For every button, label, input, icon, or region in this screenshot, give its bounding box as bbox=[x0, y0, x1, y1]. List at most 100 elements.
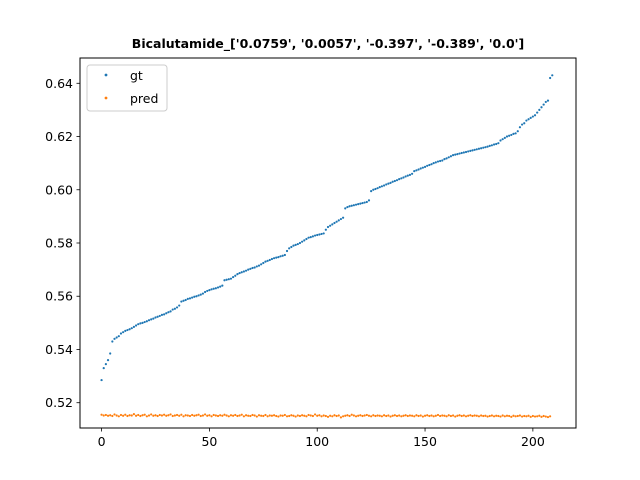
point-gt bbox=[551, 74, 554, 77]
point-gt bbox=[109, 352, 112, 355]
y-tick-label: 0.54 bbox=[45, 342, 73, 357]
point-gt bbox=[536, 111, 539, 114]
x-tick-label: 150 bbox=[413, 434, 437, 449]
point-gt bbox=[324, 228, 327, 231]
point-gt bbox=[275, 256, 278, 259]
point-gt bbox=[370, 189, 373, 193]
point-gt bbox=[419, 167, 422, 170]
point-gt bbox=[188, 297, 192, 300]
point-gt bbox=[201, 292, 205, 295]
point-gt bbox=[113, 337, 116, 340]
point-gt bbox=[221, 284, 224, 287]
point-pred bbox=[451, 414, 455, 417]
point-gt bbox=[387, 182, 390, 185]
point-gt bbox=[473, 148, 476, 151]
point-gt bbox=[249, 267, 252, 270]
point-pred bbox=[335, 414, 338, 418]
legend-label-pred: pred bbox=[130, 91, 158, 106]
point-gt bbox=[145, 320, 148, 323]
point-gt bbox=[510, 133, 513, 137]
point-gt bbox=[456, 152, 459, 156]
point-gt bbox=[458, 152, 461, 155]
point-gt bbox=[490, 144, 493, 147]
point-pred bbox=[270, 414, 274, 417]
point-gt bbox=[277, 256, 280, 259]
point-gt bbox=[421, 166, 424, 169]
point-pred bbox=[510, 415, 513, 418]
point-pred bbox=[320, 415, 323, 418]
point-gt bbox=[454, 153, 457, 156]
point-pred bbox=[458, 414, 461, 417]
point-pred bbox=[497, 414, 500, 418]
point-pred bbox=[341, 415, 345, 418]
point-pred bbox=[100, 413, 103, 416]
point-pred bbox=[324, 414, 327, 418]
point-pred bbox=[549, 415, 552, 418]
point-gt bbox=[126, 328, 129, 332]
point-gt bbox=[219, 285, 222, 288]
point-gt bbox=[262, 261, 265, 265]
y-tick-label: 0.62 bbox=[45, 129, 73, 144]
point-pred bbox=[186, 414, 189, 417]
point-gt bbox=[391, 180, 394, 183]
point-pred bbox=[111, 414, 114, 418]
point-pred bbox=[417, 414, 420, 418]
point-pred bbox=[544, 415, 547, 418]
point-gt bbox=[411, 172, 414, 175]
point-pred bbox=[163, 413, 166, 416]
point-gt bbox=[447, 156, 450, 159]
point-gt bbox=[143, 320, 146, 324]
point-gt bbox=[480, 147, 483, 150]
point-pred bbox=[542, 414, 545, 418]
point-pred bbox=[501, 414, 504, 417]
point-gt bbox=[499, 139, 502, 142]
point-gt bbox=[417, 168, 420, 171]
point-pred bbox=[456, 414, 459, 417]
point-pred bbox=[527, 414, 530, 417]
point-gt bbox=[298, 241, 302, 245]
point-gt bbox=[158, 314, 161, 318]
point-pred bbox=[260, 414, 263, 417]
point-pred bbox=[106, 414, 110, 417]
point-pred bbox=[236, 414, 239, 418]
point-pred bbox=[229, 414, 233, 417]
point-gt bbox=[130, 327, 133, 330]
point-gt bbox=[486, 145, 489, 148]
point-gt bbox=[119, 332, 123, 335]
point-pred bbox=[365, 413, 368, 417]
point-gt bbox=[329, 224, 332, 227]
point-gt bbox=[546, 99, 550, 102]
point-gt bbox=[165, 312, 168, 315]
y-tick-label: 0.52 bbox=[45, 395, 73, 410]
point-gt bbox=[527, 118, 530, 121]
point-gt bbox=[167, 311, 170, 314]
point-gt bbox=[292, 244, 295, 247]
point-gt bbox=[184, 298, 187, 302]
point-pred bbox=[216, 414, 220, 418]
point-pred bbox=[486, 415, 489, 418]
point-gt bbox=[331, 223, 334, 226]
point-pred bbox=[137, 413, 140, 417]
point-gt bbox=[311, 235, 315, 238]
point-gt bbox=[225, 278, 228, 281]
point-gt bbox=[163, 313, 166, 316]
chart-title: Bicalutamide_['0.0759', '0.0057', '-0.39… bbox=[132, 36, 524, 52]
point-gt bbox=[484, 146, 487, 149]
point-pred bbox=[152, 414, 155, 417]
point-pred bbox=[130, 414, 133, 417]
point-pred bbox=[350, 413, 353, 416]
point-gt bbox=[361, 201, 364, 205]
point-gt bbox=[257, 264, 261, 267]
point-pred bbox=[134, 414, 138, 417]
point-gt bbox=[352, 204, 355, 207]
y-tick-label: 0.58 bbox=[45, 236, 73, 251]
point-pred bbox=[249, 414, 252, 418]
point-pred bbox=[294, 415, 297, 418]
point-gt bbox=[402, 176, 405, 179]
point-pred bbox=[115, 414, 118, 417]
point-gt bbox=[229, 277, 233, 280]
point-pred bbox=[264, 413, 267, 417]
y-tick-label: 0.64 bbox=[45, 76, 73, 91]
point-pred bbox=[402, 414, 405, 417]
point-pred bbox=[357, 414, 360, 417]
